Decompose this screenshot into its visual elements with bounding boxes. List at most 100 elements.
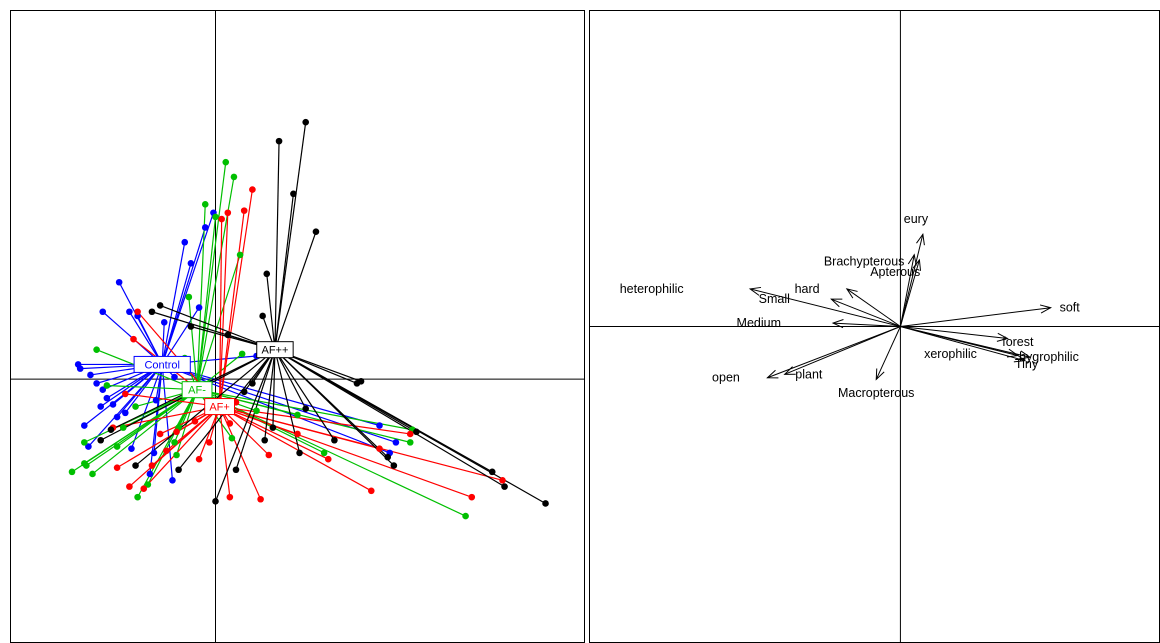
point-af-22 bbox=[376, 445, 383, 452]
point-af-17 bbox=[257, 495, 264, 503]
point-control-23 bbox=[181, 238, 189, 246]
trait-label-eury: eury bbox=[904, 212, 929, 226]
point-af-15 bbox=[83, 462, 90, 469]
point-af-11 bbox=[148, 462, 156, 469]
spider-line-af-17 bbox=[219, 406, 262, 500]
point-af-25 bbox=[499, 476, 506, 484]
spider-line-af-4 bbox=[196, 254, 241, 390]
trait-label-small: Small bbox=[759, 292, 790, 306]
spider-line-control-11 bbox=[130, 364, 163, 449]
point-af-7 bbox=[224, 331, 232, 339]
spider-line-af-10 bbox=[143, 406, 221, 490]
point-af-1 bbox=[230, 173, 238, 181]
point-af-4 bbox=[263, 270, 271, 278]
trait-arrow-macropterous bbox=[875, 326, 901, 381]
point-control-12 bbox=[146, 470, 154, 478]
group-label-box-af bbox=[256, 341, 294, 359]
point-af-9 bbox=[103, 382, 111, 389]
point-af-8 bbox=[238, 350, 246, 358]
point-af-18 bbox=[144, 481, 152, 488]
spider-line-af-18 bbox=[274, 349, 335, 441]
point-control-14 bbox=[150, 449, 158, 457]
point-control-9 bbox=[81, 422, 88, 429]
point-control-15 bbox=[115, 278, 123, 286]
trait-arrow-soft bbox=[900, 304, 1053, 327]
group-label-box-af bbox=[181, 381, 213, 399]
point-af-12 bbox=[163, 447, 170, 455]
point-af-6 bbox=[122, 390, 129, 398]
spider-line-af-2 bbox=[196, 204, 206, 390]
spider-line-af-14 bbox=[198, 406, 221, 460]
trait-arrow-apterous bbox=[899, 258, 922, 327]
point-af-30 bbox=[156, 302, 164, 309]
point-control-5 bbox=[103, 394, 111, 402]
group-scatter-panel: Control AF-AF+ AF++ bbox=[10, 10, 585, 643]
group-label-control: Control bbox=[144, 359, 179, 371]
point-af-8 bbox=[259, 312, 266, 320]
spider-line-control-19 bbox=[161, 307, 200, 365]
point-control-25 bbox=[171, 373, 178, 381]
point-af-20 bbox=[324, 455, 332, 463]
trait-label-apterous: Apterous bbox=[870, 265, 920, 279]
point-af-1 bbox=[275, 137, 283, 145]
point-af-11 bbox=[119, 424, 127, 431]
point-control-20 bbox=[187, 260, 195, 267]
point-af-28 bbox=[226, 420, 234, 427]
point-control-30 bbox=[392, 439, 400, 446]
point-control-7 bbox=[113, 413, 121, 421]
point-af-26 bbox=[173, 428, 180, 436]
spider-line-af-3 bbox=[219, 219, 223, 407]
spider-line-af-14 bbox=[274, 349, 395, 466]
point-af-21 bbox=[368, 487, 375, 495]
spider-line-control-13 bbox=[161, 364, 174, 481]
point-control-21 bbox=[201, 224, 209, 231]
point-control-2 bbox=[87, 371, 94, 379]
spider-line-af-28 bbox=[196, 389, 466, 517]
point-af-21 bbox=[171, 439, 178, 446]
point-af-24 bbox=[468, 493, 476, 501]
spider-line-af-0 bbox=[274, 122, 307, 350]
point-af-2 bbox=[201, 201, 209, 208]
spider-line-af-20 bbox=[219, 406, 329, 460]
point-control-4 bbox=[99, 386, 107, 394]
spider-line-af-29 bbox=[196, 389, 298, 416]
point-af-13 bbox=[384, 453, 392, 461]
trait-label-brachypterous: Brachypterous bbox=[824, 255, 905, 269]
spider-line-af-17 bbox=[274, 349, 505, 488]
point-af-24 bbox=[253, 407, 260, 415]
point-af-4 bbox=[236, 251, 244, 259]
trait-label-plant: plant bbox=[795, 367, 823, 381]
point-af-12 bbox=[113, 443, 121, 450]
point-af-15 bbox=[488, 468, 496, 476]
spider-line-af-0 bbox=[219, 189, 253, 407]
spider-line-control-10 bbox=[87, 364, 163, 447]
point-af-21 bbox=[132, 462, 139, 469]
point-af-20 bbox=[173, 451, 180, 459]
trait-label-tiny: Tiny bbox=[1015, 357, 1039, 371]
point-af-4 bbox=[134, 308, 141, 316]
point-control-26 bbox=[152, 396, 160, 404]
spider-line-af-11 bbox=[274, 349, 307, 409]
trait-arrow-forest bbox=[900, 326, 1009, 342]
point-af-1 bbox=[240, 207, 248, 214]
trait-label-forest: forest bbox=[1002, 335, 1034, 349]
point-af-18 bbox=[265, 451, 273, 459]
spider-line-af-19 bbox=[264, 349, 276, 441]
point-af-9 bbox=[126, 483, 133, 490]
point-af-0 bbox=[222, 158, 230, 166]
point-af-16 bbox=[226, 493, 234, 501]
point-af-11 bbox=[302, 405, 310, 412]
trait-arrow-eury bbox=[899, 232, 925, 327]
point-af-0 bbox=[249, 186, 256, 193]
point-af-14 bbox=[195, 455, 203, 463]
spider-line-af-24 bbox=[219, 405, 472, 498]
trait-arrow-small bbox=[830, 298, 901, 327]
spider-line-af-2 bbox=[274, 193, 294, 350]
point-af-0 bbox=[302, 118, 310, 126]
trait-arrow-heterophilic bbox=[748, 286, 901, 327]
point-control-3 bbox=[93, 380, 100, 387]
point-af-20 bbox=[175, 466, 182, 474]
spider-line-control-16 bbox=[128, 311, 163, 365]
point-af-26 bbox=[296, 449, 303, 457]
